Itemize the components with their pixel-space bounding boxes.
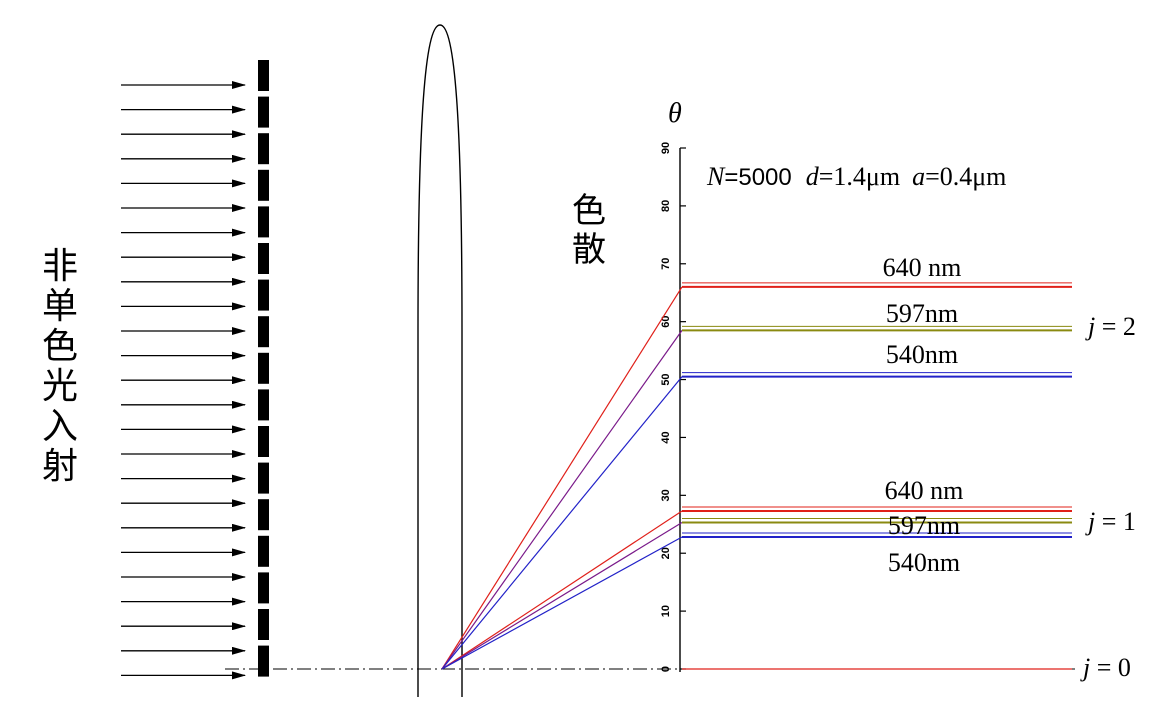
spectral-lines (682, 282, 1072, 670)
wavelength-label: 540nm (886, 340, 958, 369)
side-label: 非单色光入射 (42, 246, 78, 487)
diffraction-ray (441, 330, 683, 670)
grating-slit (258, 60, 269, 91)
grating-slit (258, 462, 269, 494)
tick-label: 40 (660, 431, 672, 443)
order-label: j = 1 (1085, 507, 1136, 536)
grating-slit (258, 645, 269, 677)
wavelength-label: 597nm (888, 511, 960, 540)
wavelength-label: 597nm (886, 299, 958, 328)
theta-axis-ticks: 0 10 20 30 40 50 60 70 80 90 (660, 142, 686, 672)
dispersion-label: 色散 (572, 191, 606, 270)
order-label: j = 2 (1085, 312, 1136, 341)
grating-slit (258, 389, 269, 421)
tick-label: 20 (660, 547, 672, 559)
grating-slit (258, 316, 269, 348)
incident-light-arrows (121, 81, 246, 680)
grating-slit (258, 169, 269, 201)
grating-slit (258, 206, 269, 238)
grating-slit (258, 609, 269, 640)
grating-slit (258, 352, 269, 384)
grating-slit (258, 133, 269, 165)
order-labels: j = 2 j = 1 j = 0 (1080, 312, 1136, 682)
tick-label: 0 (660, 666, 672, 672)
grating-slit (258, 96, 269, 128)
wavelength-label: 640 nm (883, 253, 962, 282)
grating-slit (258, 279, 269, 311)
grating-slit (258, 499, 269, 531)
diffraction-ray (441, 376, 683, 670)
grating-slit (258, 535, 269, 567)
tick-label: 50 (660, 373, 672, 385)
tick-label: 60 (660, 316, 672, 328)
diffraction-ray (441, 510, 683, 670)
diffraction-ray (441, 286, 683, 670)
diffraction-ray (441, 536, 683, 670)
tick-label: 70 (660, 258, 672, 270)
tick-label: 30 (660, 489, 672, 501)
wavelength-label: 540nm (888, 548, 960, 577)
converging-lens (417, 24, 463, 697)
tick-label: 90 (660, 142, 672, 154)
grating-slit (258, 243, 269, 274)
wavelength-labels: 640 nm 597nm 540nm 640 nm 597nm 540nm (883, 253, 964, 577)
grating-slit (258, 572, 269, 604)
order-label: j = 0 (1080, 653, 1131, 682)
grating-parameters: N=5000 d=1.4μm a=0.4μm (706, 162, 1006, 191)
grating-slit (258, 426, 269, 457)
diffraction-rays (441, 286, 683, 670)
tick-label: 10 (660, 605, 672, 617)
diffraction-grating (258, 60, 269, 677)
wavelength-label: 640 nm (885, 476, 964, 505)
diffraction-ray (441, 522, 683, 670)
theta-symbol: θ (668, 98, 682, 129)
tick-label: 80 (660, 200, 672, 212)
